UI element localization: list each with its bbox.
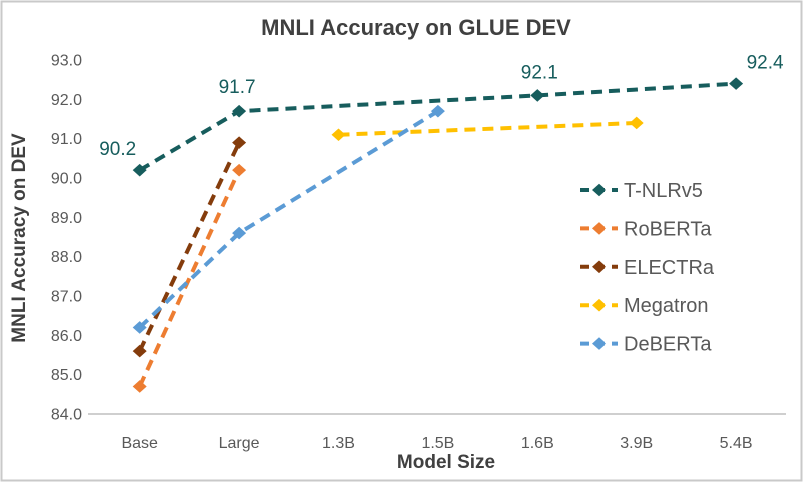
data-point-marker [232,136,247,149]
y-tick-label: 87.0 [51,289,82,306]
series-electra [132,136,247,358]
data-label: 92.4 [747,53,784,74]
y-tick-label: 92.0 [51,92,82,109]
series-line [338,120,637,137]
series-line [138,109,439,329]
data-label: 90.2 [99,139,136,160]
y-axis-tick-labels: 84.0 85.0 86.0 87.0 88.0 89.0 90.0 91.0 92.0 93.0 [51,53,82,424]
data-label: 91.7 [219,77,256,98]
data-label: 92.1 [521,62,558,83]
x-tick-label: 3.9B [620,435,653,452]
y-tick-label: 88.0 [51,249,82,266]
y-tick-label: 85.0 [51,367,82,384]
legend-marker [592,337,606,350]
y-tick-label: 91.0 [51,131,82,148]
legend-marker [592,222,606,235]
x-tick-label: 1.6B [521,435,554,452]
series-line [137,169,241,388]
x-axis-tick-labels: Base Large 1.3B 1.5B 1.6B 3.9B 5.4B [121,435,752,452]
legend-item-electra: ELECTRa [580,257,715,279]
legend-item-t-nlrv5: T-NLRv5 [580,180,703,202]
legend-item-roberta: RoBERTa [580,218,712,240]
data-point-marker [729,77,744,90]
data-point-marker [232,104,247,118]
legend-marker [592,183,606,197]
series-t-nlrv5 [132,77,744,177]
legend-label: RoBERTa [624,218,712,240]
series-line [137,141,241,352]
series-deberta [132,104,445,334]
legend-label: T-NLRv5 [624,180,703,202]
legend-label: ELECTRa [624,257,715,279]
series-line [138,81,737,172]
series-megatron [331,116,644,142]
y-tick-label: 89.0 [51,210,82,227]
data-point-marker [132,321,147,334]
legend-item-deberta: DeBERTa [580,334,712,356]
data-point-marker [132,344,147,358]
data-point-marker [232,226,247,240]
y-tick-label: 84.0 [51,407,82,424]
x-tick-label: 5.4B [720,435,753,452]
x-axis-title: Model Size [397,452,495,473]
legend-label: Megatron [624,295,709,317]
y-tick-label: 93.0 [51,53,82,70]
data-point-marker [132,163,147,177]
legend-marker [592,260,606,274]
data-point-marker [132,380,147,393]
y-tick-label: 86.0 [51,328,82,345]
x-tick-label: Base [121,435,158,452]
x-tick-label: 1.5B [421,435,454,452]
legend: T-NLRv5 RoBERTa ELECTRa Megatron DeBERTa [580,180,715,356]
series-roberta [132,163,247,393]
legend-label: DeBERTa [624,334,712,356]
x-tick-label: Large [219,435,260,452]
chart-title: MNLI Accuracy on GLUE DEV [261,15,571,40]
data-point-marker [232,163,247,177]
data-point-marker [530,89,545,102]
data-point-marker [629,116,644,130]
legend-item-megatron: Megatron [580,295,709,317]
y-axis-title: MNLI Accuracy on DEV [9,133,30,343]
plot-series [132,77,744,393]
y-tick-label: 90.0 [51,171,82,188]
data-labels: 90.2 91.7 92.1 92.4 [99,53,784,161]
x-tick-label: 1.3B [322,435,355,452]
legend-marker [592,298,606,312]
data-point-marker [331,128,346,142]
data-point-marker [430,104,445,118]
